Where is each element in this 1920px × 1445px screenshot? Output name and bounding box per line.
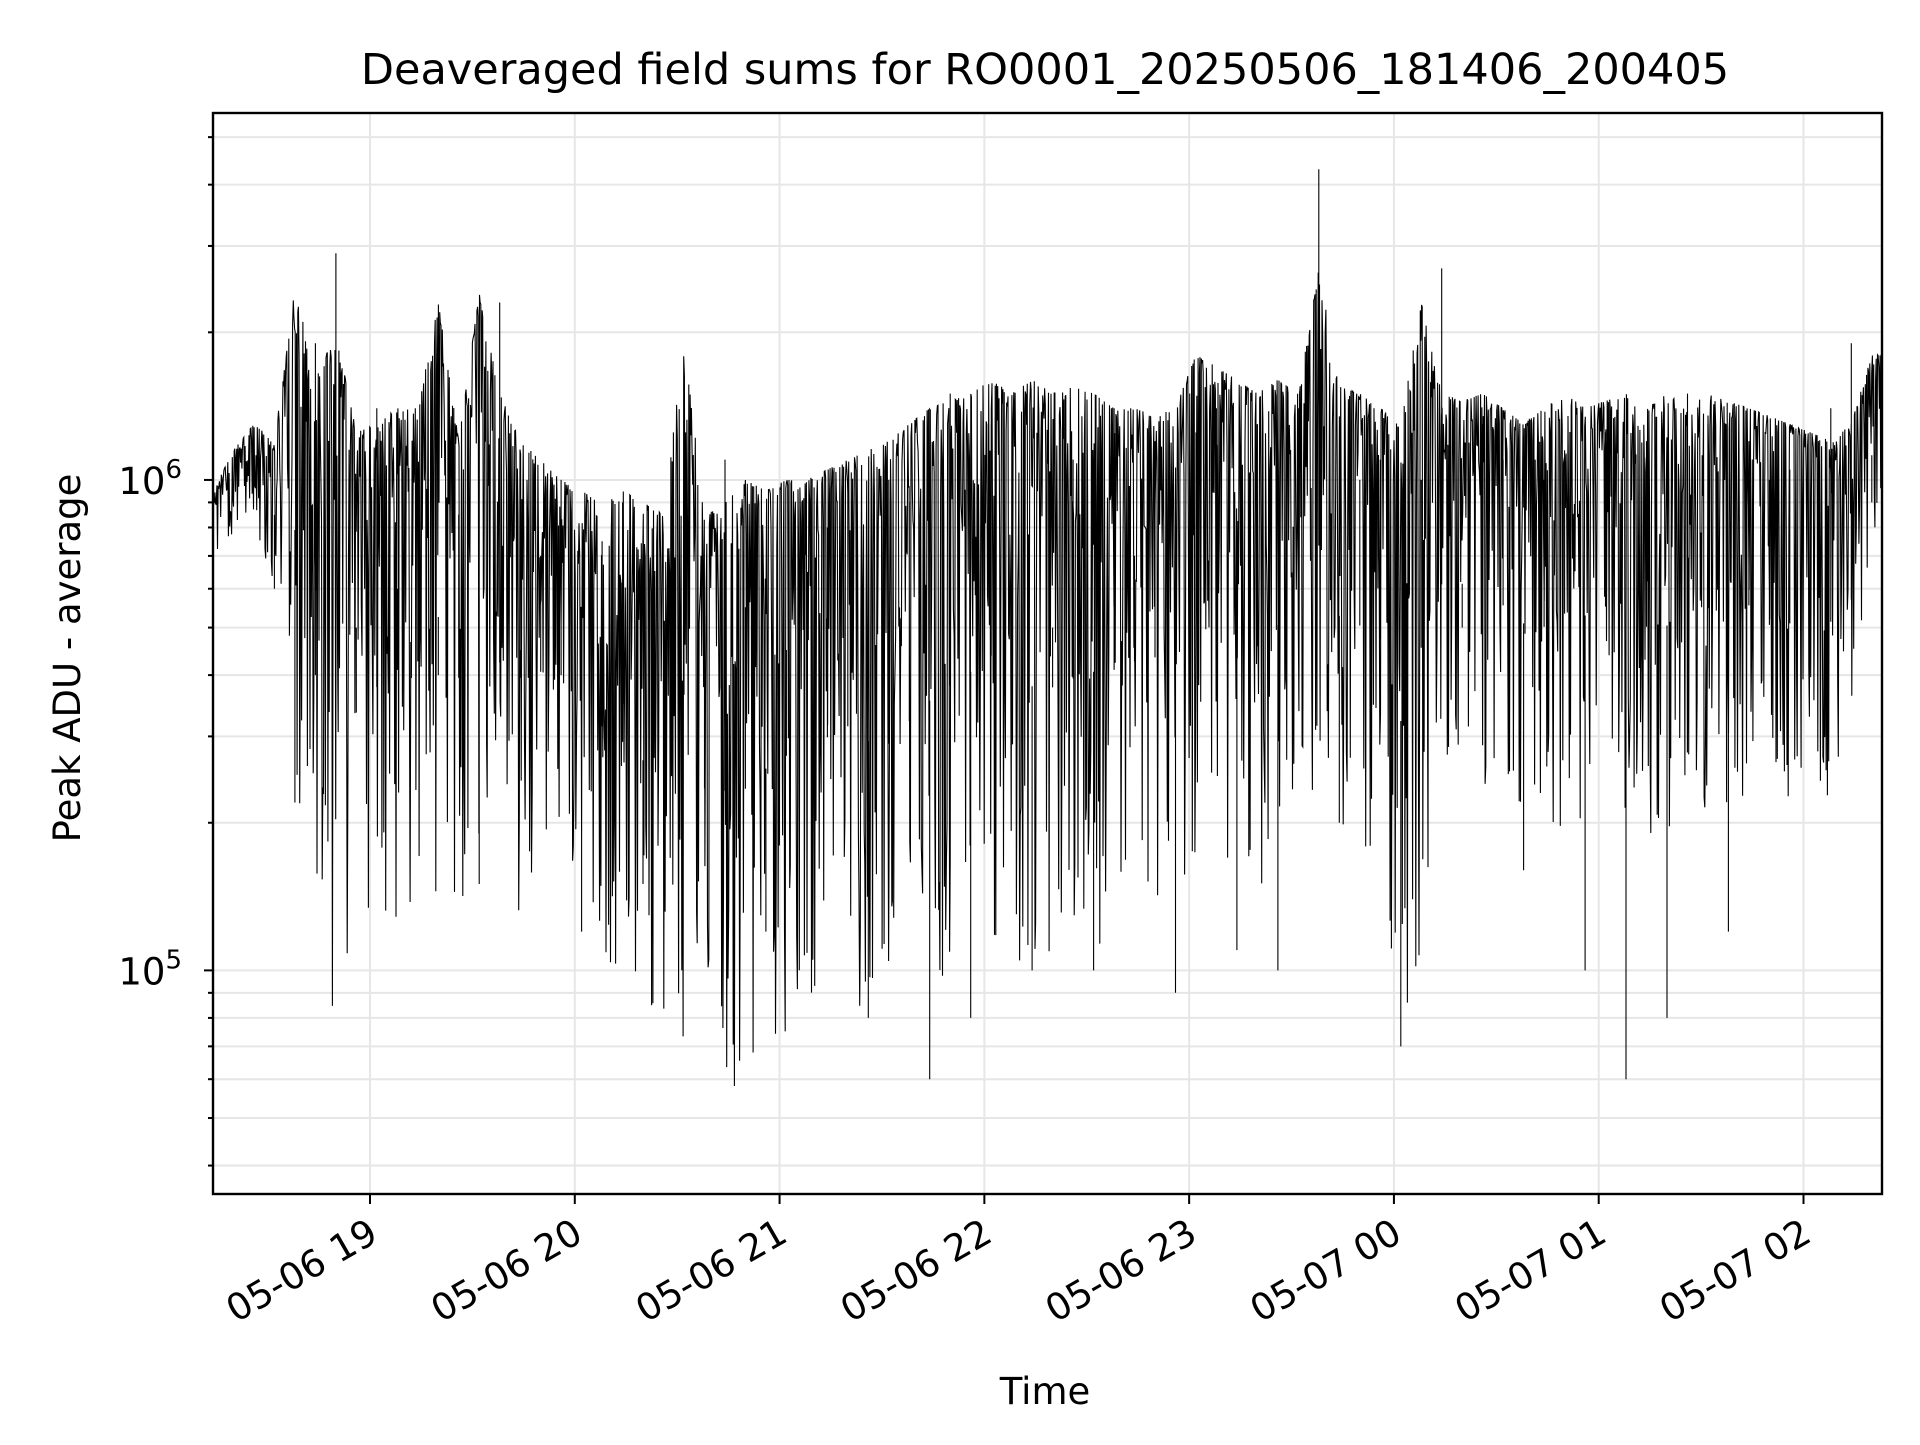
y-tick-label: 105 [118, 945, 182, 993]
chart-title: Deaveraged field sums for RO0001_2025050… [361, 45, 1729, 95]
plot-frame [211, 111, 1884, 1196]
series-layer [212, 169, 1883, 1087]
x-axis-label: Time [999, 1370, 1091, 1413]
y-axis-label: Peak ADU - average [46, 474, 89, 843]
series-line [212, 169, 1883, 1087]
y-tick-label: 106 [118, 455, 182, 503]
